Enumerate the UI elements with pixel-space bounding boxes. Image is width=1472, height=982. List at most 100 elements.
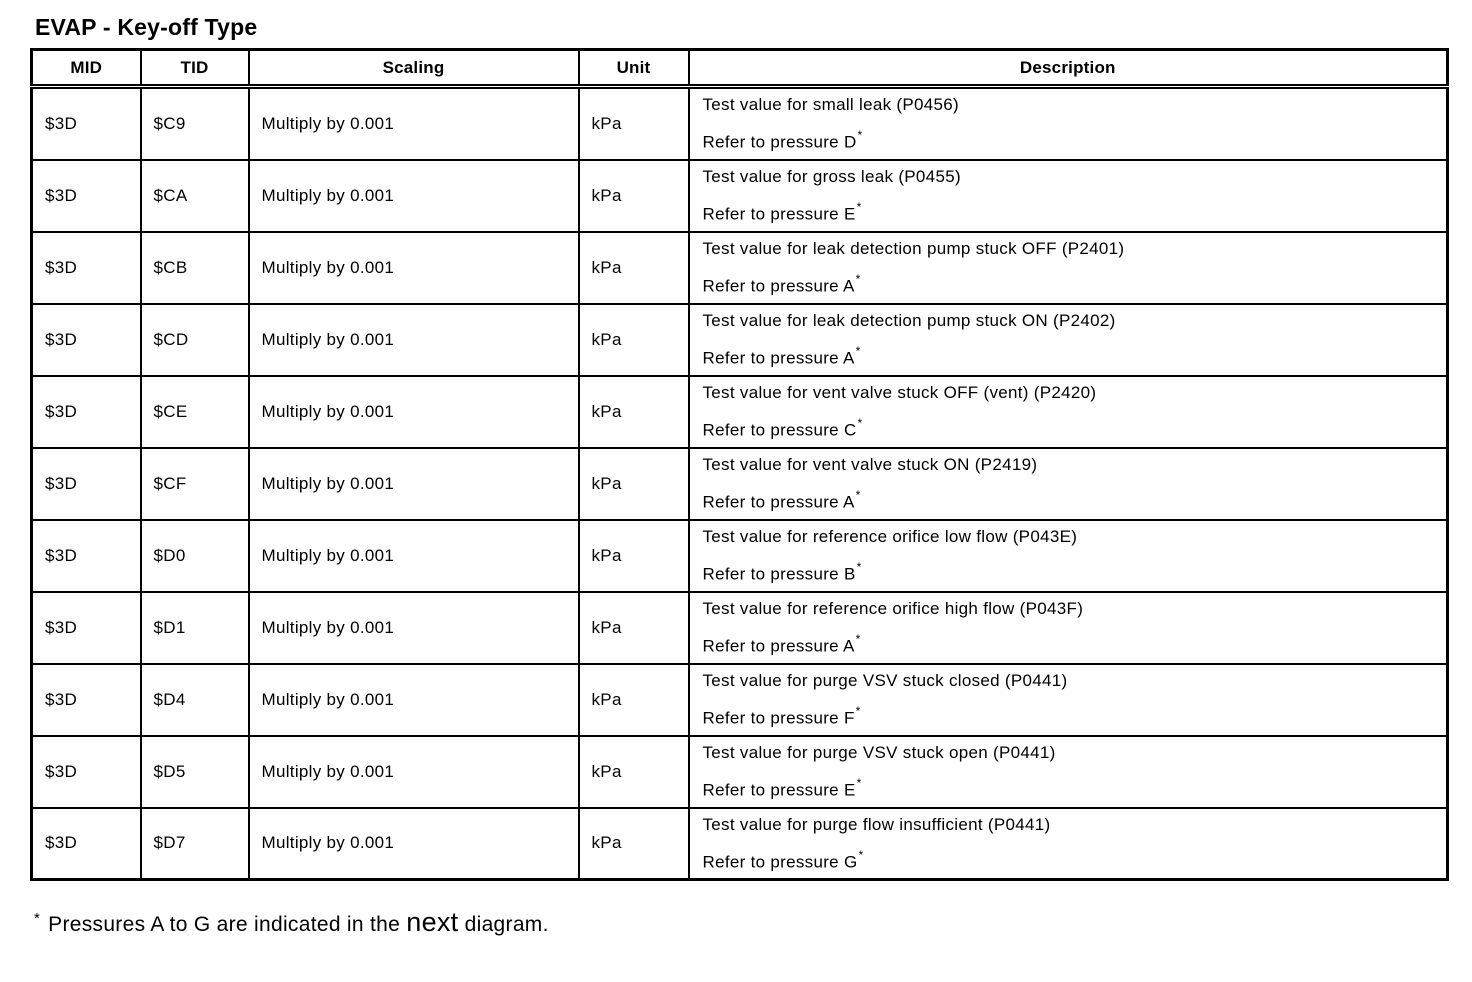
mid-cell: $3D [30,734,142,809]
description-cell: Test value for purge flow insufficient (… [687,806,1449,881]
header-row: MID TID Scaling Unit Description [30,48,1449,89]
asterisk-superscript: * [855,343,861,358]
asterisk-superscript: * [856,559,862,574]
description-cell: Test value for purge VSV stuck closed (P… [687,662,1449,737]
col-header-description: Description [687,48,1449,89]
tid-cell: $D5 [139,734,250,809]
description-cell: Test value for purge VSV stuck open (P04… [687,734,1449,809]
unit-cell: kPa [577,446,690,521]
description-line-1: Test value for leak detection pump stuck… [702,238,1125,258]
page-title: EVAP - Key-off Type [35,14,258,40]
asterisk-superscript: * [856,199,862,214]
unit-cell: kPa [577,302,690,377]
scaling-cell: Multiply by 0.001 [247,446,580,521]
description-line-2: Refer to pressure A* [702,265,1441,302]
description-cell: Test value for small leak (P0456) Refer … [687,85,1449,161]
tid-cell: $CF [139,446,250,521]
description-cell: Test value for leak detection pump stuck… [687,302,1449,377]
refer-pressure-text: Refer to pressure D [702,132,857,152]
scaling-cell: Multiply by 0.001 [247,230,580,305]
description-line-2: Refer to pressure B* [702,553,1441,590]
description-line-1: Test value for reference orifice low flo… [702,526,1078,546]
footnote: * Pressures A to G are indicated in the n… [34,907,1472,938]
unit-cell: kPa [577,590,690,665]
description-line-2: Refer to pressure D* [702,121,1441,158]
description-cell: Test value for gross leak (P0455) Refer … [687,158,1449,233]
col-header-mid: MID [30,48,142,89]
unit-cell: kPa [577,85,690,161]
mid-cell: $3D [30,518,142,593]
unit-cell: kPa [577,518,690,593]
refer-pressure-text: Refer to pressure A [702,492,855,512]
description-line-2: Refer to pressure E* [702,769,1441,806]
table-row: $3D $D7 Multiply by 0.001 kPa Test value… [30,806,1449,881]
table-row: $3D $CA Multiply by 0.001 kPa Test value… [30,158,1449,233]
mid-cell: $3D [30,302,142,377]
refer-pressure-text: Refer to pressure B [702,564,856,584]
tid-cell: $CD [139,302,250,377]
unit-cell: kPa [577,734,690,809]
asterisk-superscript: * [856,775,862,790]
unit-cell: kPa [577,158,690,233]
tid-cell: $CB [139,230,250,305]
description-line-1: Test value for small leak (P0456) [702,95,960,114]
refer-pressure-text: Refer to pressure A [702,348,855,368]
description-line-2: Refer to pressure E* [703,193,1441,230]
unit-cell: kPa [577,230,690,305]
mid-cell: $3D [30,85,142,161]
table-row: $3D $D5 Multiply by 0.001 kPa Test value… [30,734,1449,809]
table-row: $3D $CD Multiply by 0.001 kPa Test value… [30,302,1449,377]
tid-cell: $D1 [139,590,250,665]
tid-cell: $CE [139,374,250,449]
scaling-cell: Multiply by 0.001 [247,734,580,809]
refer-pressure-text: Refer to pressure A [702,636,855,656]
description-line-2: Refer to pressure G* [702,841,1441,878]
asterisk-superscript: * [855,487,861,502]
description-cell: Test value for reference orifice high fl… [687,590,1449,665]
description-line-2: Refer to pressure A* [702,481,1441,518]
description-line-2: Refer to pressure A* [702,625,1441,662]
asterisk-superscript: * [855,703,861,718]
refer-pressure-text: Refer to pressure A [702,276,855,296]
scaling-cell: Multiply by 0.001 [247,158,580,233]
description-cell: Test value for vent valve stuck ON (P241… [687,446,1449,521]
description-line-1: Test value for gross leak (P0455) [702,166,961,186]
col-header-tid: TID [139,48,250,89]
tid-cell: $CA [139,158,250,233]
mid-cell: $3D [30,158,142,233]
description-cell: Test value for vent valve stuck OFF (ven… [687,374,1449,449]
description-line-2: Refer to pressure F* [702,697,1441,734]
asterisk-superscript: * [855,271,861,286]
table-row: $3D $C9 Multiply by 0.001 kPa Test value… [30,85,1449,161]
document-page: EVAP - Key-off Type MID TID Scaling Unit… [0,14,1472,982]
description-line-1: Test value for reference orifice high fl… [702,598,1084,618]
mid-cell: $3D [30,806,142,881]
table-row: $3D $D1 Multiply by 0.001 kPa Test value… [30,590,1449,665]
mid-cell: $3D [30,230,142,305]
mid-cell: $3D [30,662,142,737]
table-row: $3D $D0 Multiply by 0.001 kPa Test value… [30,518,1449,593]
table-row: $3D $CF Multiply by 0.001 kPa Test value… [30,446,1449,521]
asterisk-superscript: * [855,631,861,646]
tid-cell: $C9 [139,85,250,161]
tid-cell: $D7 [139,806,250,881]
table-row: $3D $CE Multiply by 0.001 kPa Test value… [30,374,1449,449]
footnote-text-after: diagram. [458,913,549,937]
table-row: $3D $CB Multiply by 0.001 kPa Test value… [30,230,1449,305]
refer-pressure-text: Refer to pressure F [702,708,855,728]
description-line-1: Test value for purge VSV stuck open (P04… [702,742,1056,762]
refer-pressure-text: Refer to pressure E [702,780,856,800]
scaling-cell: Multiply by 0.001 [247,302,580,377]
unit-cell: kPa [577,806,690,881]
description-line-1: Test value for leak detection pump stuck… [702,310,1116,330]
footnote-next-word: next [406,907,459,938]
scaling-cell: Multiply by 0.001 [247,518,580,593]
description-line-2: Refer to pressure A* [702,337,1441,374]
table-row: $3D $D4 Multiply by 0.001 kPa Test value… [30,662,1449,737]
description-line-1: Test value for vent valve stuck ON (P241… [702,454,1038,474]
footnote-asterisk: * [34,910,41,928]
footnote-text-before: Pressures A to G are indicated in the [48,913,407,937]
scaling-cell: Multiply by 0.001 [247,374,580,449]
refer-pressure-text: Refer to pressure G [702,852,858,872]
description-cell: Test value for reference orifice low flo… [687,518,1449,593]
